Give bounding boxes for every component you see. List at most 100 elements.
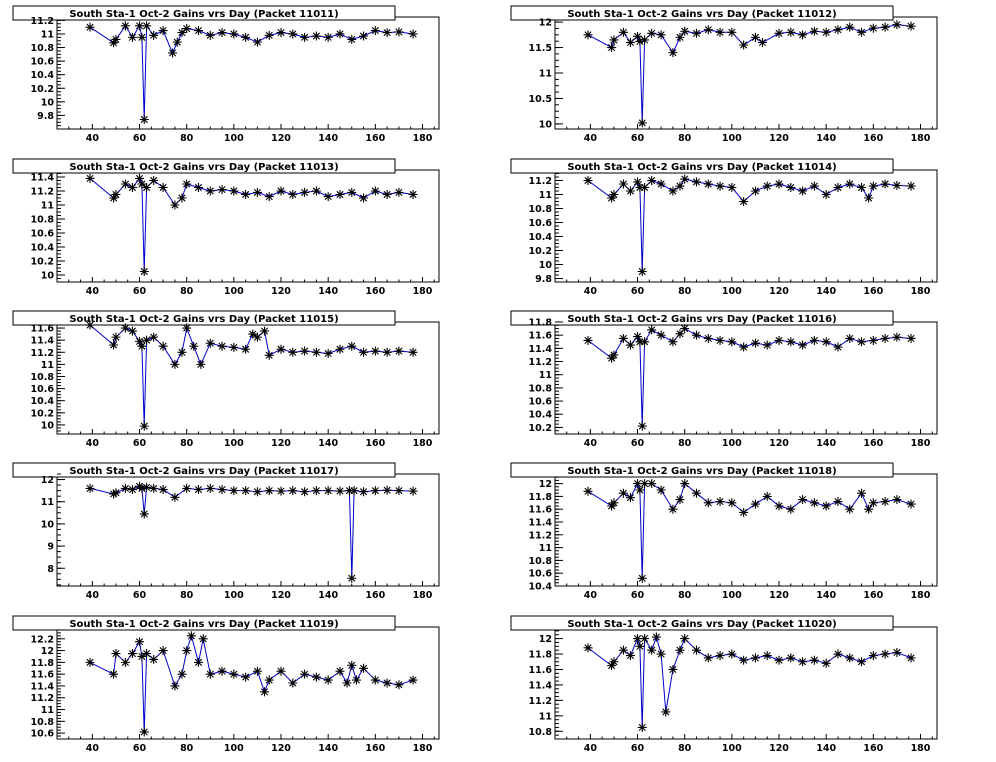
data-point	[633, 479, 643, 489]
data-point	[142, 183, 152, 192]
data-point	[906, 181, 916, 191]
y-tick-label: 11.2	[31, 693, 54, 704]
data-point	[798, 657, 808, 667]
data-point	[675, 645, 685, 655]
data-point	[127, 649, 137, 659]
data-point	[845, 653, 855, 663]
y-tick-label: 10	[41, 97, 55, 108]
data-point	[786, 337, 796, 347]
x-tick-label: 40	[86, 133, 100, 144]
data-point	[193, 657, 203, 667]
data-point	[845, 179, 855, 189]
chart-title: South Sta-1 Oct-2 Gains vrs Day (Packet …	[69, 466, 338, 477]
data-point	[715, 497, 725, 507]
data-point	[323, 486, 333, 496]
data-point	[583, 30, 593, 40]
data-point	[607, 501, 617, 511]
data-point	[370, 486, 380, 496]
data-point	[276, 344, 286, 354]
series-line	[89, 634, 414, 732]
data-point	[177, 28, 187, 38]
data-point	[774, 501, 784, 511]
x-tick-label: 140	[816, 286, 836, 297]
data-point	[229, 29, 239, 39]
data-point	[809, 335, 819, 345]
data-point	[394, 187, 404, 197]
data-point	[311, 486, 321, 496]
data-point	[633, 331, 643, 341]
data-point	[217, 28, 227, 38]
x-tick-label: 120	[769, 590, 789, 601]
data-point	[727, 649, 737, 659]
data-point	[382, 190, 392, 199]
x-tick-label: 40	[86, 286, 100, 297]
x-tick-label: 80	[678, 438, 692, 449]
data-point	[809, 655, 819, 665]
y-tick-label: 12.2	[31, 634, 54, 645]
data-point	[127, 326, 137, 336]
data-point	[111, 34, 121, 44]
title-box	[510, 615, 894, 631]
y-tick-label: 11.2	[31, 187, 54, 198]
y-tick-label: 10.6	[31, 57, 55, 68]
data-point	[868, 181, 878, 191]
data-point	[821, 27, 831, 37]
x-tick-label: 160	[863, 286, 883, 297]
y-tick-label: 11.8	[529, 650, 553, 661]
data-point	[680, 479, 690, 489]
data-point	[252, 666, 262, 676]
data-point	[762, 340, 772, 350]
x-tick-label: 120	[271, 133, 291, 144]
x-tick-label: 160	[365, 286, 385, 297]
data-point	[170, 681, 180, 691]
x-tick-label: 140	[816, 590, 836, 601]
data-point	[193, 485, 203, 495]
data-point	[241, 486, 251, 496]
series-line	[587, 178, 912, 272]
data-point	[833, 649, 843, 659]
x-tick-label: 180	[911, 286, 931, 297]
data-point	[821, 501, 831, 511]
plot-frame	[56, 16, 440, 130]
data-point	[394, 680, 404, 690]
x-tick-label: 100	[224, 743, 244, 754]
data-point	[691, 28, 701, 38]
data-point	[640, 634, 650, 644]
data-point	[252, 187, 262, 197]
data-point	[137, 179, 147, 189]
y-tick-label: 11	[539, 543, 552, 554]
data-point	[248, 329, 258, 339]
x-tick-label: 40	[584, 590, 598, 601]
data-point	[656, 179, 666, 189]
data-point	[347, 341, 357, 351]
chart-title: South Sta-1 Oct-2 Gains vrs Day (Packet …	[567, 9, 836, 20]
data-point	[139, 267, 149, 276]
x-tick-label: 80	[678, 133, 692, 144]
data-point	[618, 488, 628, 498]
y-tick-label: 11.6	[31, 324, 55, 335]
data-point	[680, 174, 690, 184]
y-tick-label: 11	[41, 497, 54, 508]
chart-panel-6: South Sta-1 Oct-2 Gains vrs Day (Packet …	[12, 462, 440, 601]
x-tick-label: 100	[722, 133, 742, 144]
data-point	[640, 35, 650, 45]
data-point	[394, 486, 404, 496]
data-point	[892, 20, 902, 30]
data-point	[633, 177, 643, 187]
data-point	[625, 37, 635, 47]
data-point	[583, 176, 593, 185]
x-tick-label: 60	[133, 743, 147, 754]
data-point	[703, 179, 713, 189]
data-point	[906, 333, 916, 343]
data-point	[300, 32, 310, 42]
data-point	[370, 186, 380, 196]
data-point	[394, 27, 404, 37]
x-tick-label: 120	[769, 743, 789, 754]
data-point	[880, 22, 890, 32]
x-tick-label: 180	[911, 438, 931, 449]
data-point	[127, 32, 137, 42]
data-point	[359, 31, 369, 41]
data-point	[864, 193, 874, 203]
y-tick-label: 11.6	[529, 331, 553, 342]
data-point	[311, 672, 321, 682]
